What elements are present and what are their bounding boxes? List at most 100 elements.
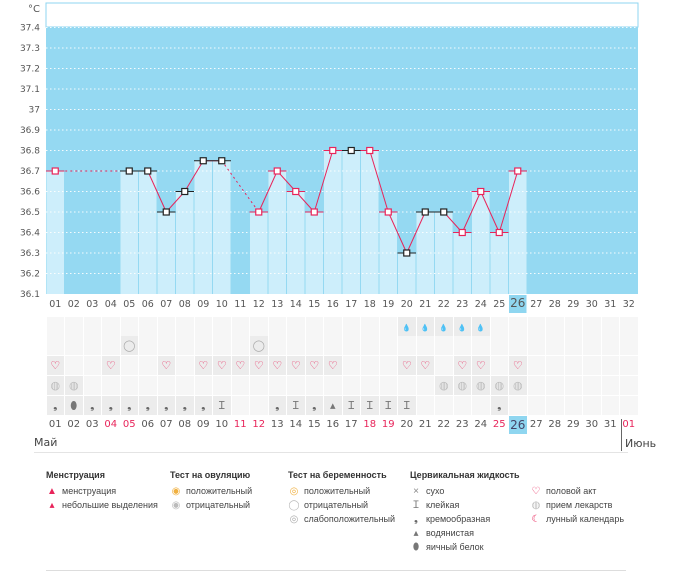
marker-cell[interactable] bbox=[83, 376, 101, 395]
marker-cell[interactable] bbox=[435, 336, 453, 355]
marker-cell[interactable] bbox=[342, 356, 360, 375]
marker-cell[interactable] bbox=[379, 356, 397, 375]
marker-cell[interactable]: ◍ bbox=[490, 376, 508, 395]
marker-cell[interactable] bbox=[287, 336, 305, 355]
marker-cell[interactable] bbox=[620, 317, 638, 336]
marker-cell[interactable]: ♡ bbox=[250, 356, 268, 375]
marker-cell[interactable] bbox=[472, 336, 490, 355]
marker-cell[interactable] bbox=[564, 356, 582, 375]
marker-cell[interactable] bbox=[176, 376, 194, 395]
marker-cell[interactable]: ♡ bbox=[453, 356, 471, 375]
marker-cell[interactable]: ♡ bbox=[157, 356, 175, 375]
marker-cell[interactable] bbox=[546, 376, 564, 395]
date-label[interactable]: 19 bbox=[381, 419, 395, 430]
marker-cell[interactable] bbox=[583, 336, 601, 355]
marker-cell[interactable] bbox=[490, 356, 508, 375]
marker-cell[interactable] bbox=[620, 376, 638, 395]
marker-cell[interactable]: ❟ bbox=[157, 396, 175, 415]
marker-cell[interactable] bbox=[65, 336, 83, 355]
marker-cell[interactable] bbox=[527, 396, 545, 415]
marker-cell[interactable] bbox=[231, 396, 249, 415]
marker-cell[interactable] bbox=[361, 376, 379, 395]
marker-cell[interactable] bbox=[268, 376, 286, 395]
marker-cell[interactable]: 💧 bbox=[416, 317, 434, 336]
marker-cell[interactable] bbox=[601, 336, 619, 355]
date-label[interactable]: 02 bbox=[67, 419, 81, 430]
marker-cell[interactable]: ❟ bbox=[120, 396, 138, 415]
marker-cell[interactable] bbox=[546, 336, 564, 355]
marker-cell[interactable] bbox=[46, 317, 64, 336]
marker-cell[interactable] bbox=[379, 317, 397, 336]
marker-cell[interactable] bbox=[83, 317, 101, 336]
marker-cell[interactable] bbox=[194, 376, 212, 395]
marker-cell[interactable] bbox=[398, 336, 416, 355]
marker-cell[interactable]: ◍ bbox=[435, 376, 453, 395]
marker-cell[interactable]: ▴ bbox=[324, 396, 342, 415]
marker-cell[interactable] bbox=[342, 317, 360, 336]
marker-cell[interactable] bbox=[527, 336, 545, 355]
marker-cell[interactable] bbox=[620, 336, 638, 355]
marker-cell[interactable] bbox=[102, 317, 120, 336]
date-label[interactable]: 15 bbox=[307, 419, 321, 430]
marker-cell[interactable] bbox=[583, 396, 601, 415]
marker-cell[interactable] bbox=[287, 317, 305, 336]
date-label[interactable]: 28 bbox=[548, 419, 562, 430]
date-label[interactable]: 24 bbox=[474, 419, 488, 430]
marker-cell[interactable] bbox=[342, 336, 360, 355]
marker-cell[interactable] bbox=[120, 317, 138, 336]
date-label[interactable]: 23 bbox=[455, 419, 469, 430]
marker-cell[interactable] bbox=[157, 317, 175, 336]
marker-cell[interactable] bbox=[564, 376, 582, 395]
date-label[interactable]: 11 bbox=[233, 419, 247, 430]
marker-cell[interactable] bbox=[583, 356, 601, 375]
marker-cell[interactable]: 💧 bbox=[472, 317, 490, 336]
date-label[interactable]: 22 bbox=[437, 419, 451, 430]
date-label[interactable]: 10 bbox=[215, 419, 229, 430]
marker-cell[interactable] bbox=[213, 376, 231, 395]
marker-cell[interactable] bbox=[527, 317, 545, 336]
marker-cell[interactable] bbox=[527, 376, 545, 395]
marker-cell[interactable] bbox=[268, 317, 286, 336]
marker-cell[interactable]: ◍ bbox=[65, 376, 83, 395]
marker-cell[interactable]: ♡ bbox=[194, 356, 212, 375]
date-label[interactable]: 17 bbox=[344, 419, 358, 430]
marker-cell[interactable] bbox=[250, 396, 268, 415]
date-label[interactable]: 25 bbox=[492, 419, 506, 430]
marker-cell[interactable]: ♡ bbox=[231, 356, 249, 375]
marker-cell[interactable]: ♡ bbox=[472, 356, 490, 375]
marker-cell[interactable] bbox=[157, 336, 175, 355]
marker-cell[interactable] bbox=[620, 356, 638, 375]
date-label[interactable]: 03 bbox=[85, 419, 99, 430]
marker-cell[interactable] bbox=[620, 396, 638, 415]
date-label[interactable]: 18 bbox=[363, 419, 377, 430]
marker-cell[interactable] bbox=[287, 376, 305, 395]
marker-cell[interactable]: ❟ bbox=[102, 396, 120, 415]
date-label[interactable]: 16 bbox=[326, 419, 340, 430]
marker-cell[interactable] bbox=[379, 376, 397, 395]
marker-cell[interactable] bbox=[231, 317, 249, 336]
marker-cell[interactable]: ♡ bbox=[416, 356, 434, 375]
marker-cell[interactable] bbox=[583, 376, 601, 395]
marker-cell[interactable] bbox=[250, 376, 268, 395]
marker-cell[interactable]: ♡ bbox=[398, 356, 416, 375]
marker-cell[interactable]: ◍ bbox=[509, 376, 527, 395]
marker-cell[interactable] bbox=[324, 376, 342, 395]
marker-cell[interactable] bbox=[268, 336, 286, 355]
marker-cell[interactable] bbox=[83, 336, 101, 355]
marker-cell[interactable] bbox=[416, 376, 434, 395]
date-label[interactable]: 08 bbox=[178, 419, 192, 430]
marker-cell[interactable] bbox=[102, 336, 120, 355]
marker-cell[interactable] bbox=[46, 336, 64, 355]
marker-cell[interactable] bbox=[490, 336, 508, 355]
date-label[interactable]: 21 bbox=[418, 419, 432, 430]
marker-cell[interactable] bbox=[157, 376, 175, 395]
marker-cell[interactable]: ◍ bbox=[46, 376, 64, 395]
date-label[interactable]: 01 bbox=[622, 419, 636, 430]
marker-cell[interactable] bbox=[509, 336, 527, 355]
marker-cell[interactable]: ❟ bbox=[139, 396, 157, 415]
marker-cell[interactable] bbox=[472, 396, 490, 415]
marker-cell[interactable] bbox=[139, 336, 157, 355]
marker-cell[interactable]: Ｉ bbox=[361, 396, 379, 415]
marker-cell[interactable] bbox=[546, 396, 564, 415]
marker-cell[interactable] bbox=[379, 336, 397, 355]
